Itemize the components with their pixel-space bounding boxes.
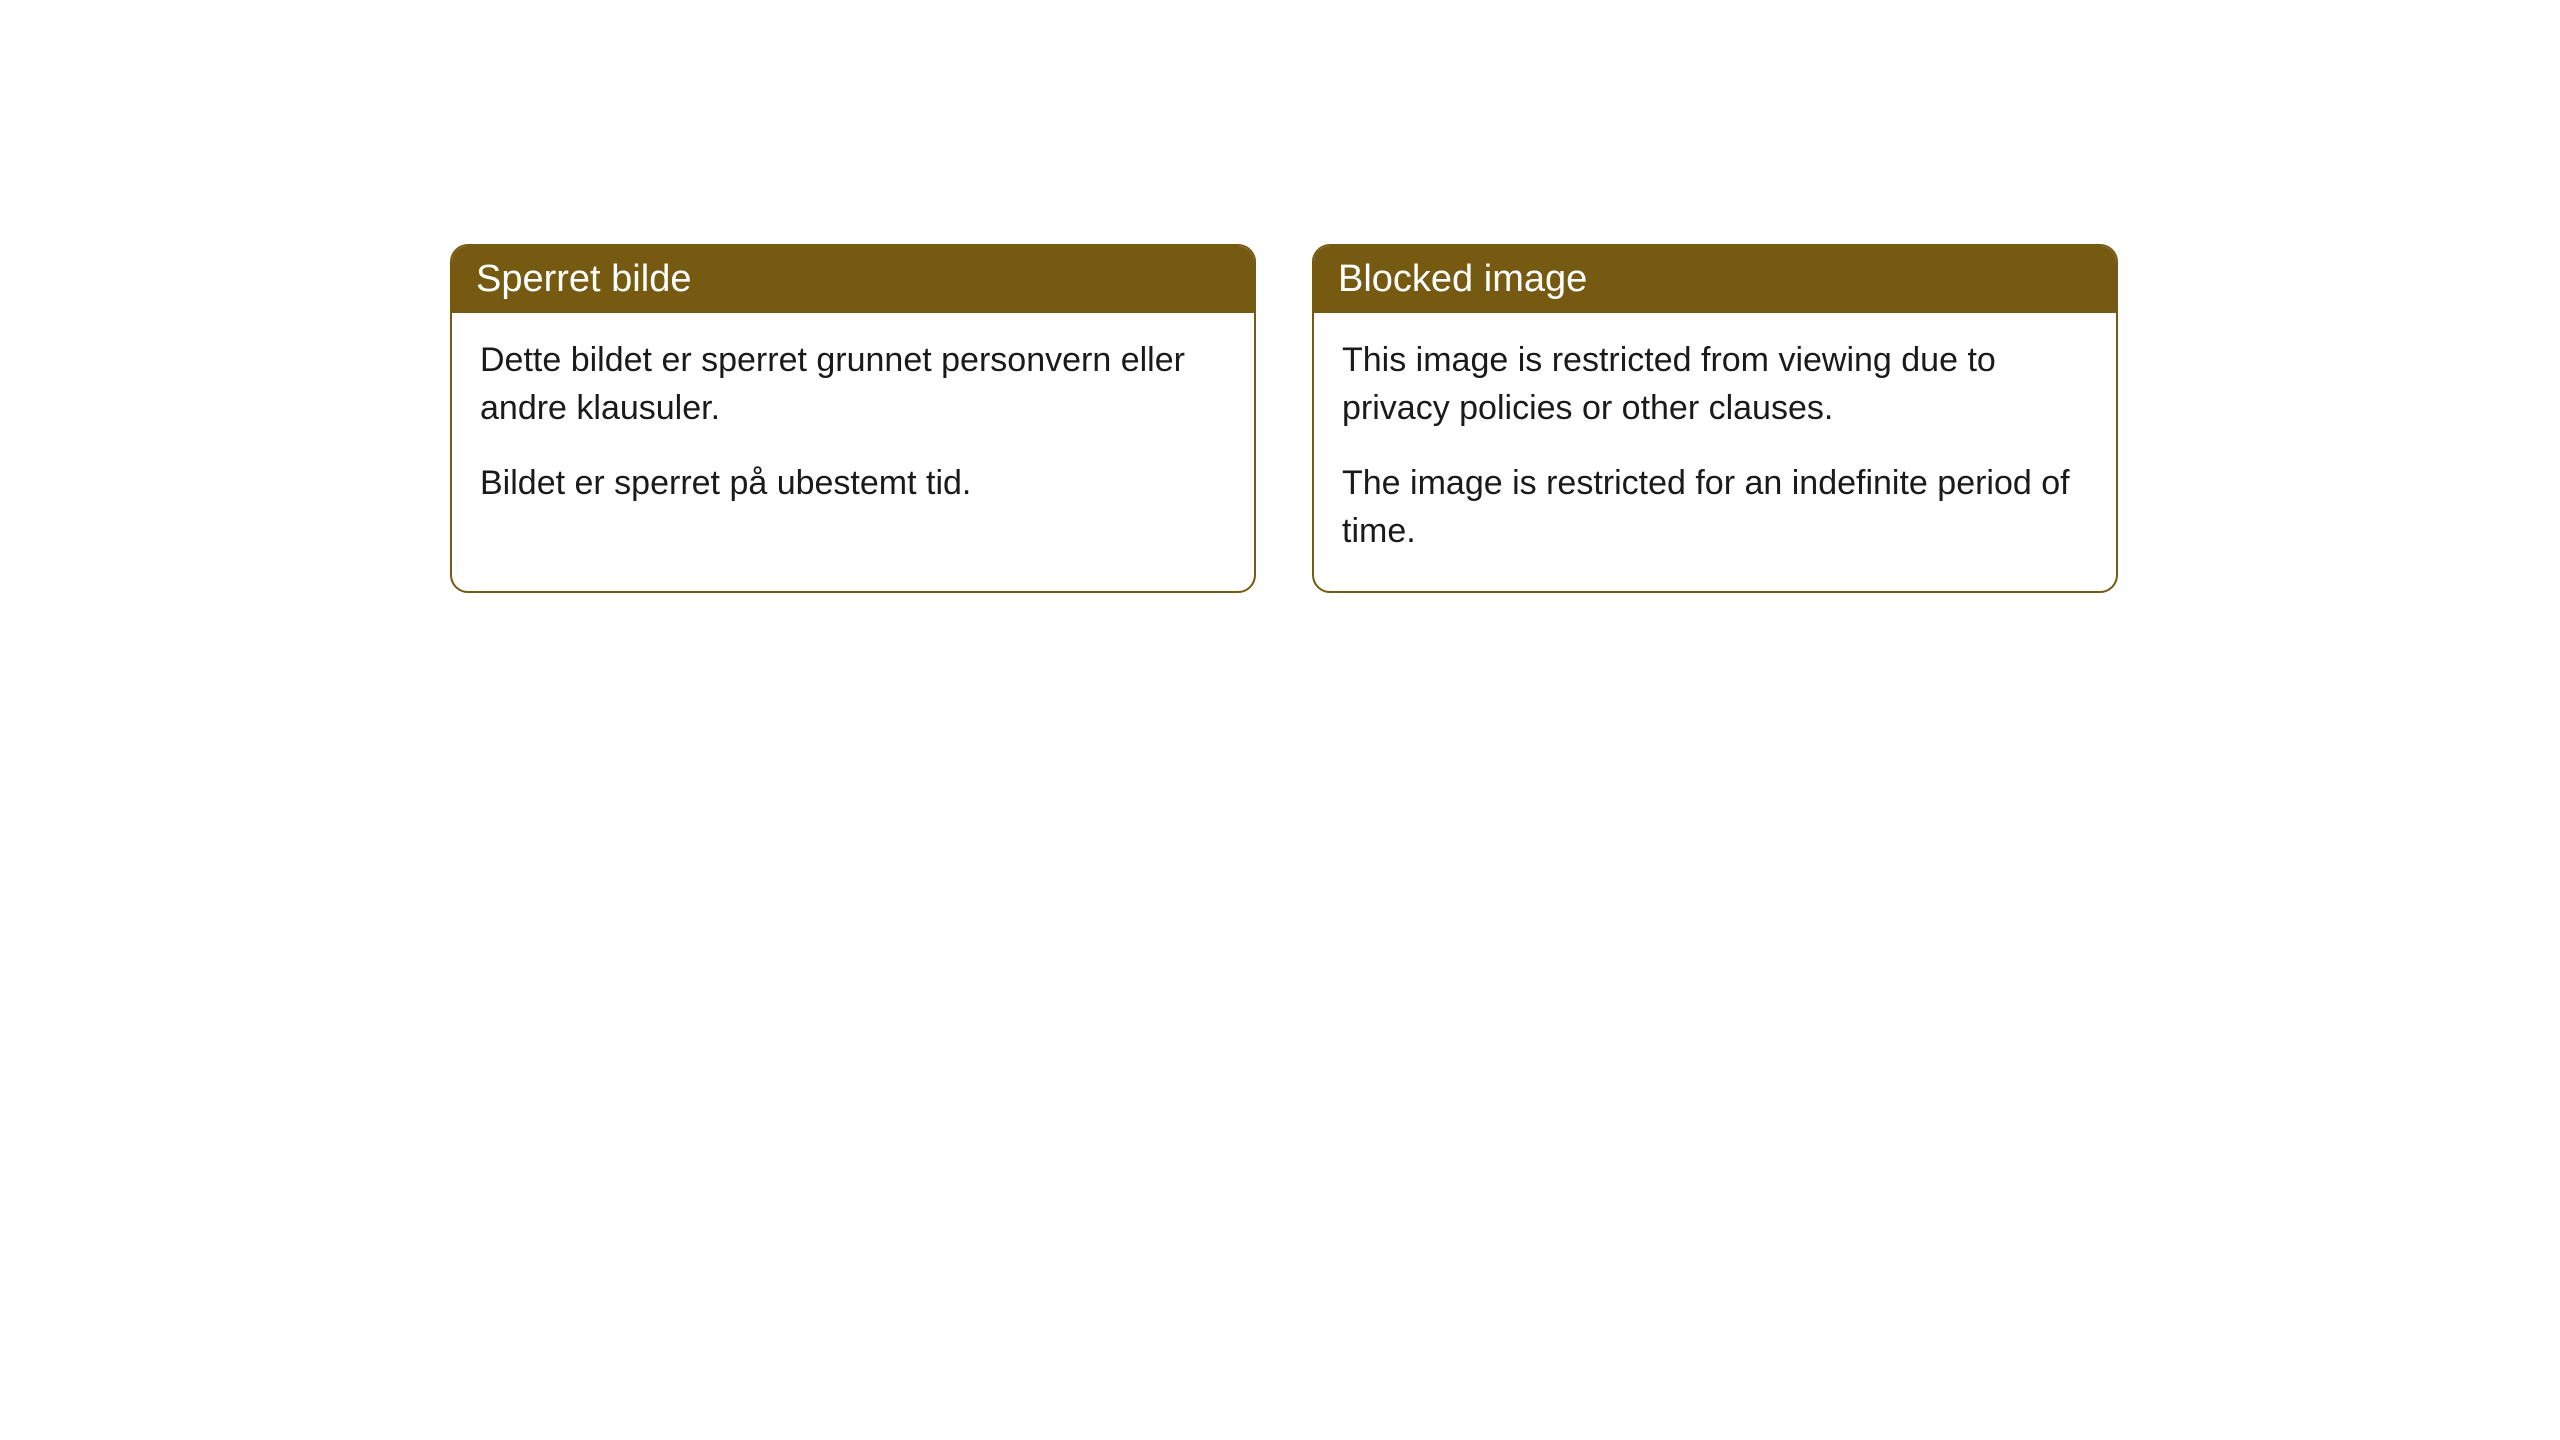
card-body-norwegian: Dette bildet er sperret grunnet personve…	[452, 313, 1254, 544]
blocked-image-card-english: Blocked image This image is restricted f…	[1312, 244, 2118, 593]
card-paragraph-1: Dette bildet er sperret grunnet personve…	[480, 337, 1226, 432]
notice-cards-container: Sperret bilde Dette bildet er sperret gr…	[450, 244, 2560, 593]
card-body-english: This image is restricted from viewing du…	[1314, 313, 2116, 591]
blocked-image-card-norwegian: Sperret bilde Dette bildet er sperret gr…	[450, 244, 1256, 593]
card-title: Blocked image	[1338, 258, 1587, 300]
card-paragraph-1: This image is restricted from viewing du…	[1342, 337, 2088, 432]
card-title: Sperret bilde	[476, 258, 691, 300]
card-paragraph-2: The image is restricted for an indefinit…	[1342, 460, 2088, 555]
card-header-norwegian: Sperret bilde	[452, 246, 1254, 313]
card-header-english: Blocked image	[1314, 246, 2116, 313]
card-paragraph-2: Bildet er sperret på ubestemt tid.	[480, 460, 1226, 508]
